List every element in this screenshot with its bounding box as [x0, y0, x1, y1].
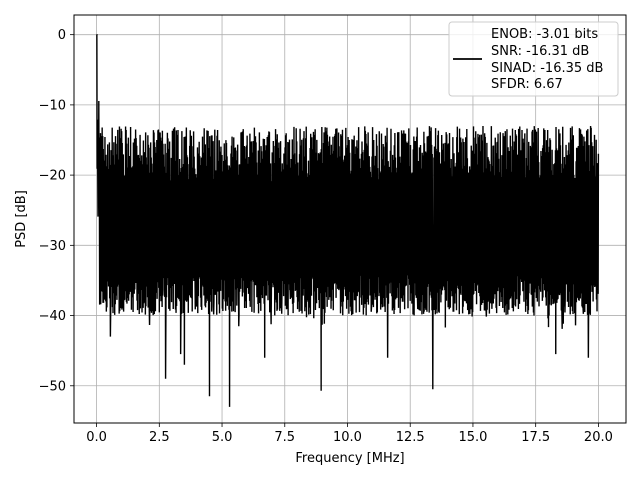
legend: ENOB: -3.01 bits SNR: -16.31 dB SINAD: -… — [448, 21, 619, 97]
x-tick-label: 12.5 — [396, 430, 425, 445]
psd-line — [96, 33, 600, 407]
y-tick-label: −20 — [39, 169, 66, 184]
x-tick-label: 7.5 — [274, 430, 295, 445]
psd-series-line — [96, 33, 600, 407]
x-tick-label: 15.0 — [458, 430, 487, 445]
y-tick-label: −30 — [39, 239, 66, 254]
legend-entry-snr: SNR: -16.31 dB — [491, 44, 589, 59]
legend-entry-sinad: SINAD: -16.35 dB — [491, 61, 603, 76]
y-tick-label: −40 — [39, 309, 66, 324]
y-tick-label: 0 — [58, 28, 66, 43]
y-axis-ticks: 0 −10 −20 −30 −40 −50 — [39, 28, 74, 394]
x-axis-ticks: 0.0 2.5 5.0 7.5 10.0 12.5 15.0 17.5 20.0 — [86, 423, 613, 445]
x-tick-label: 10.0 — [333, 430, 362, 445]
x-tick-label: 17.5 — [521, 430, 550, 445]
plot-frame — [73, 14, 627, 424]
legend-entry-sfdr: SFDR: 6.67 — [491, 77, 563, 92]
x-tick-label: 20.0 — [584, 430, 613, 445]
y-axis-label: PSD [dB] — [14, 190, 29, 248]
x-tick-label: 2.5 — [149, 430, 170, 445]
x-axis-label: Frequency [MHz] — [295, 451, 404, 466]
x-tick-label: 5.0 — [212, 430, 233, 445]
y-tick-label: −50 — [39, 379, 66, 394]
x-tick-label: 0.0 — [86, 430, 107, 445]
legend-box — [448, 21, 619, 97]
legend-entry-enob: ENOB: -3.01 bits — [491, 27, 598, 42]
y-tick-label: −10 — [39, 98, 66, 113]
